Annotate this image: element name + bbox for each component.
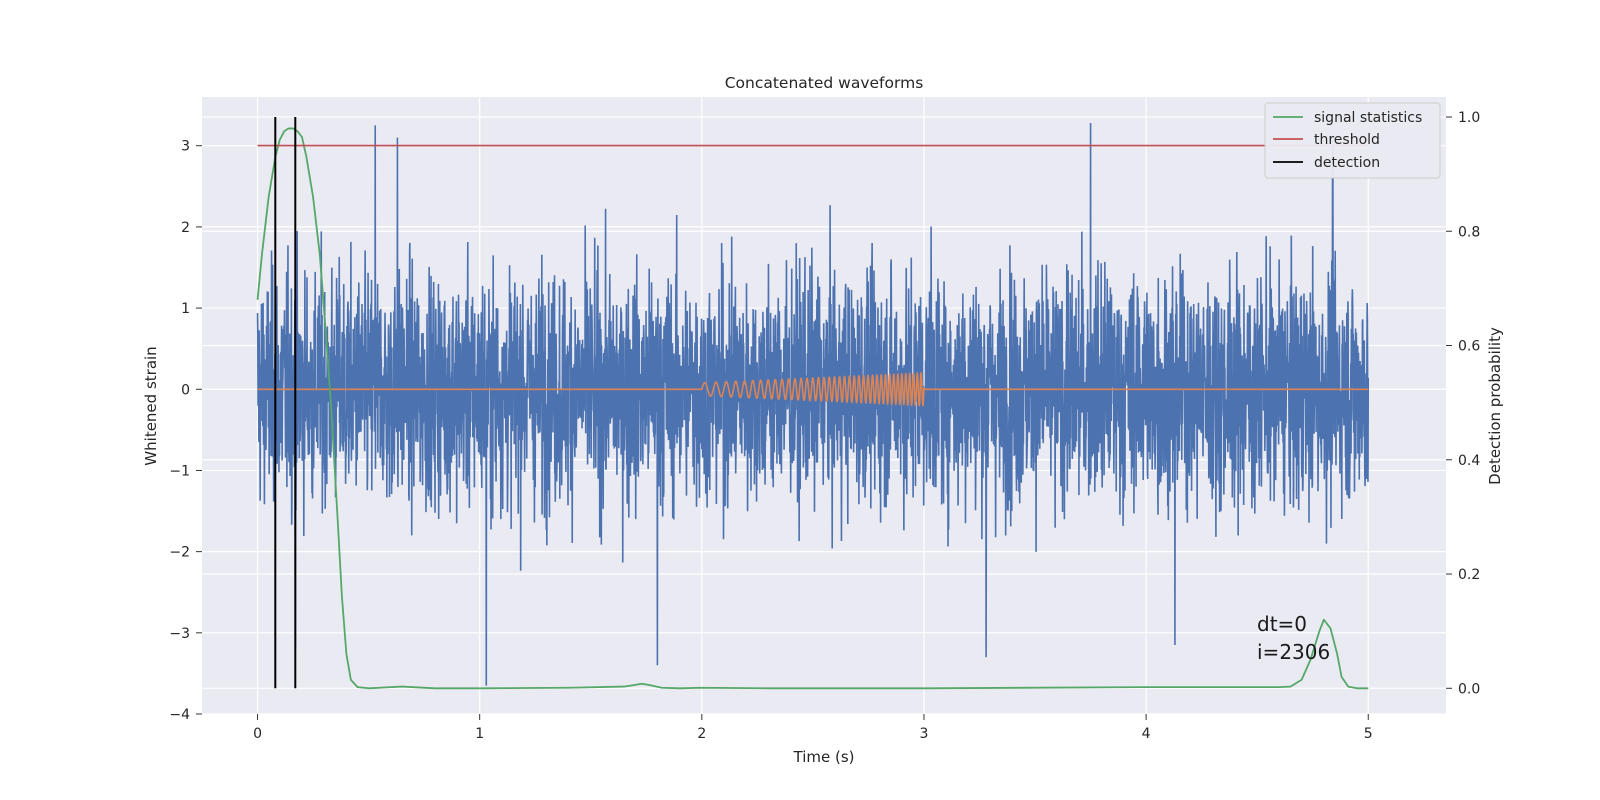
y-left-tick-label-0: 3 bbox=[181, 139, 190, 155]
noise-series bbox=[256, 122, 1370, 686]
x-tick-label-2: 2 bbox=[697, 726, 706, 742]
x-tick-label-5: 5 bbox=[1364, 726, 1373, 742]
y-right-tick-label-2: 0.6 bbox=[1458, 339, 1480, 355]
chart-title: Concatenated waveforms bbox=[725, 74, 924, 92]
legend-label-signal-statistics: signal statistics bbox=[1314, 110, 1422, 126]
left-axis: 3 2 1 0 −1 −2 −3 −4 bbox=[169, 139, 202, 723]
injected-signal-series bbox=[257, 371, 1369, 408]
y-axis-label-right: Detection probability bbox=[1486, 327, 1504, 485]
legend: signal statistics threshold detection bbox=[1264, 102, 1441, 179]
injected-signal-line bbox=[257, 371, 1369, 408]
x-tick-label-0: 0 bbox=[253, 726, 262, 742]
x-tick-label-1: 1 bbox=[475, 726, 484, 742]
y-left-tick-label-1: 2 bbox=[181, 220, 190, 236]
y-left-tick-label-5: −2 bbox=[169, 545, 190, 561]
noise-line bbox=[256, 122, 1370, 686]
y-axis-label-left: Whitened strain bbox=[142, 346, 160, 465]
y-right-tick-label-3: 0.4 bbox=[1458, 453, 1480, 469]
y-left-tick-label-3: 0 bbox=[181, 382, 190, 398]
y-left-tick-label-6: −3 bbox=[169, 626, 190, 642]
legend-label-detection: detection bbox=[1314, 155, 1380, 171]
y-right-tick-label-0: 1.0 bbox=[1458, 110, 1480, 126]
annotation-i: i=2306 bbox=[1257, 640, 1330, 664]
legend-box bbox=[1264, 102, 1441, 179]
x-tick-label-4: 4 bbox=[1142, 726, 1151, 742]
x-axis: 0 1 2 3 4 5 bbox=[253, 714, 1373, 742]
y-right-tick-label-4: 0.2 bbox=[1458, 567, 1480, 583]
x-axis-label: Time (s) bbox=[793, 748, 855, 766]
detection-series bbox=[274, 116, 297, 689]
legend-label-threshold: threshold bbox=[1314, 132, 1380, 148]
y-left-tick-label-4: −1 bbox=[169, 463, 190, 479]
y-right-tick-label-1: 0.8 bbox=[1458, 224, 1480, 240]
right-axis: 1.0 0.8 0.6 0.4 0.2 0.0 bbox=[1446, 110, 1480, 697]
annotation: dt=0 i=2306 bbox=[1257, 612, 1330, 664]
x-tick-label-3: 3 bbox=[920, 726, 929, 742]
y-right-tick-label-5: 0.0 bbox=[1458, 681, 1480, 697]
y-left-tick-label-2: 1 bbox=[181, 301, 190, 317]
annotation-dt: dt=0 bbox=[1257, 612, 1307, 636]
y-left-tick-label-7: −4 bbox=[169, 707, 190, 723]
